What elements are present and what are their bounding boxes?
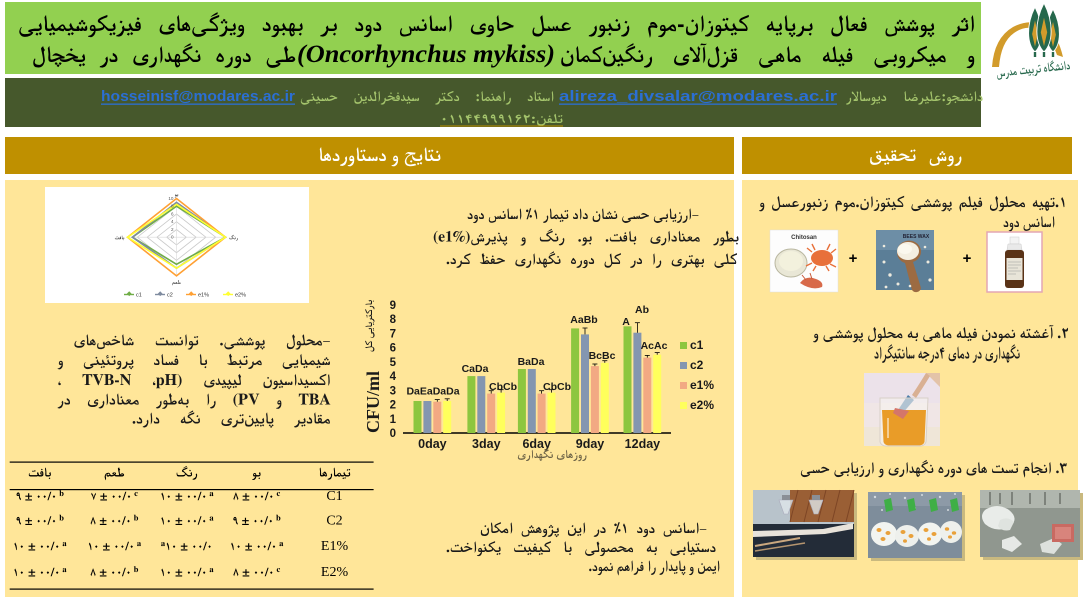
svg-text:C2: C2	[326, 514, 342, 529]
svg-text:9day: 9day	[576, 437, 605, 451]
svg-text:0: 0	[171, 235, 174, 240]
svg-text:2: 2	[171, 227, 174, 232]
svg-text:+: +	[963, 250, 972, 267]
svg-text:e1%: e1%	[198, 293, 209, 299]
svg-text:6day: 6day	[522, 437, 551, 451]
svg-text:e2%: e2%	[235, 293, 246, 299]
svg-text:0day: 0day	[418, 437, 447, 451]
svg-text:A: A	[622, 316, 630, 328]
svg-text:+: +	[849, 250, 858, 267]
svg-text:c1: c1	[690, 338, 704, 352]
svg-text:c2: c2	[167, 293, 173, 299]
svg-text:12day: 12day	[625, 437, 660, 451]
svg-text:0: 0	[390, 428, 396, 440]
svg-text:6: 6	[390, 343, 396, 355]
svg-text:C1: C1	[326, 489, 342, 504]
svg-text:Ab: Ab	[635, 304, 649, 316]
svg-text:10: 10	[168, 196, 174, 201]
svg-text:c2: c2	[690, 358, 704, 372]
svg-text:CFU/ml: CFU/ml	[363, 371, 383, 433]
svg-text:BaDa: BaDa	[518, 356, 545, 368]
svg-text:5: 5	[390, 357, 397, 369]
svg-text:BcBc: BcBc	[589, 350, 616, 362]
svg-text:E1%: E1%	[321, 539, 349, 554]
svg-text:CbCb: CbCb	[489, 381, 517, 393]
svg-text:BEES WAX: BEES WAX	[903, 234, 930, 240]
svg-text:8: 8	[390, 314, 397, 326]
svg-text:9: 9	[390, 300, 396, 312]
svg-text:4: 4	[390, 371, 397, 383]
svg-text:2: 2	[390, 400, 396, 412]
svg-text:Chitosan: Chitosan	[791, 235, 817, 241]
svg-text:CbCb: CbCb	[543, 381, 571, 393]
svg-text:6: 6	[171, 212, 174, 217]
svg-text:CaDa: CaDa	[462, 363, 489, 375]
svg-text:3day: 3day	[472, 437, 501, 451]
svg-text:7: 7	[390, 328, 396, 340]
svg-text:e2%: e2%	[690, 398, 714, 412]
svg-text:E2%: E2%	[321, 565, 349, 580]
svg-text:4: 4	[171, 219, 174, 224]
svg-text:1: 1	[390, 414, 397, 426]
svg-text:AcAc: AcAc	[641, 340, 668, 352]
svg-text:e1%: e1%	[690, 378, 714, 392]
svg-text:8: 8	[171, 204, 174, 209]
svg-text:(Oncorhynchus mykiss): (Oncorhynchus mykiss)	[297, 41, 555, 68]
svg-text:DaEaDaDa: DaEaDaDa	[406, 386, 459, 398]
svg-text:AaBb: AaBb	[570, 314, 597, 326]
svg-text:3: 3	[390, 385, 396, 397]
svg-text:c1: c1	[136, 293, 142, 299]
svg-text:hosseinisf@modares.ac.ir: hosseinisf@modares.ac.ir	[101, 89, 295, 105]
svg-text:alireza_divsalar@modares.ac.ir: alireza_divsalar@modares.ac.ir	[559, 89, 837, 105]
